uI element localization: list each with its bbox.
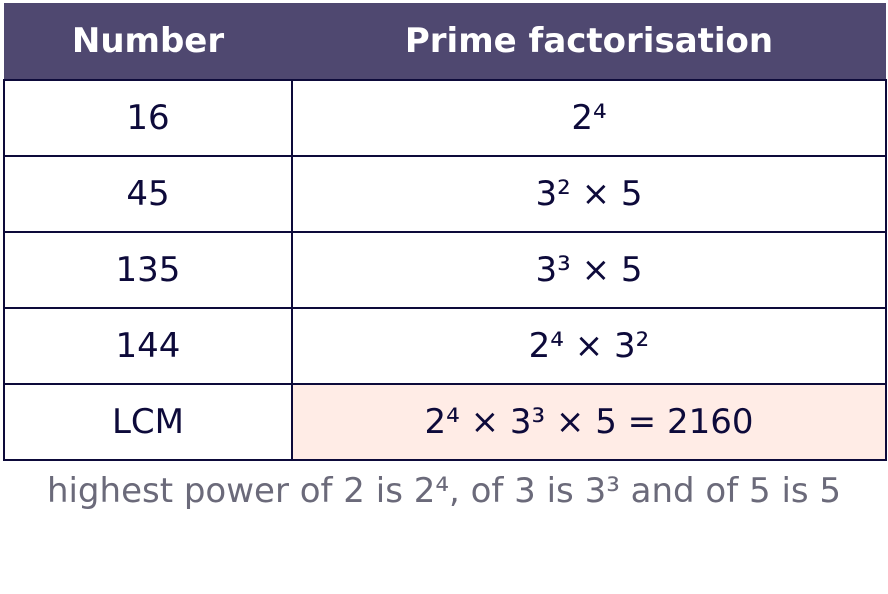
table-cell: 2⁴ × 3² — [291, 307, 887, 385]
header-row: Number Prime factorisation — [4, 3, 886, 80]
table-row: 135 3³ × 5 — [3, 231, 887, 309]
table-row: LCM 2⁴ × 3³ × 5 = 2160 — [3, 383, 887, 461]
table-header: Number Prime factorisation — [4, 3, 886, 80]
table-cell: 144 — [3, 307, 293, 385]
table-cell: 2⁴ × 3³ × 5 = 2160 — [291, 383, 887, 461]
table-cell: 2⁴ — [291, 79, 887, 157]
table-cell: 3² × 5 — [291, 155, 887, 233]
table-cell: LCM — [3, 383, 293, 461]
table-cell: 45 — [3, 155, 293, 233]
header-cell: Number — [4, 3, 292, 80]
table-row: 144 2⁴ × 3² — [3, 307, 887, 385]
table-row: 16 2⁴ — [3, 79, 887, 157]
table-cell: 16 — [3, 79, 293, 157]
caption: highest power of 2 is 2⁴, of 3 is 3³ and… — [46, 471, 842, 511]
table-body: 16 2⁴ 45 3² × 5 135 3³ × 5 144 2⁴ × 3² LCM 2⁴ × 3… — [3, 79, 887, 461]
header-cell: Prime factorisation — [292, 3, 886, 80]
table-row: 45 3² × 5 — [3, 155, 887, 233]
table-cell: 135 — [3, 231, 293, 309]
table-cell: 3³ × 5 — [291, 231, 887, 309]
